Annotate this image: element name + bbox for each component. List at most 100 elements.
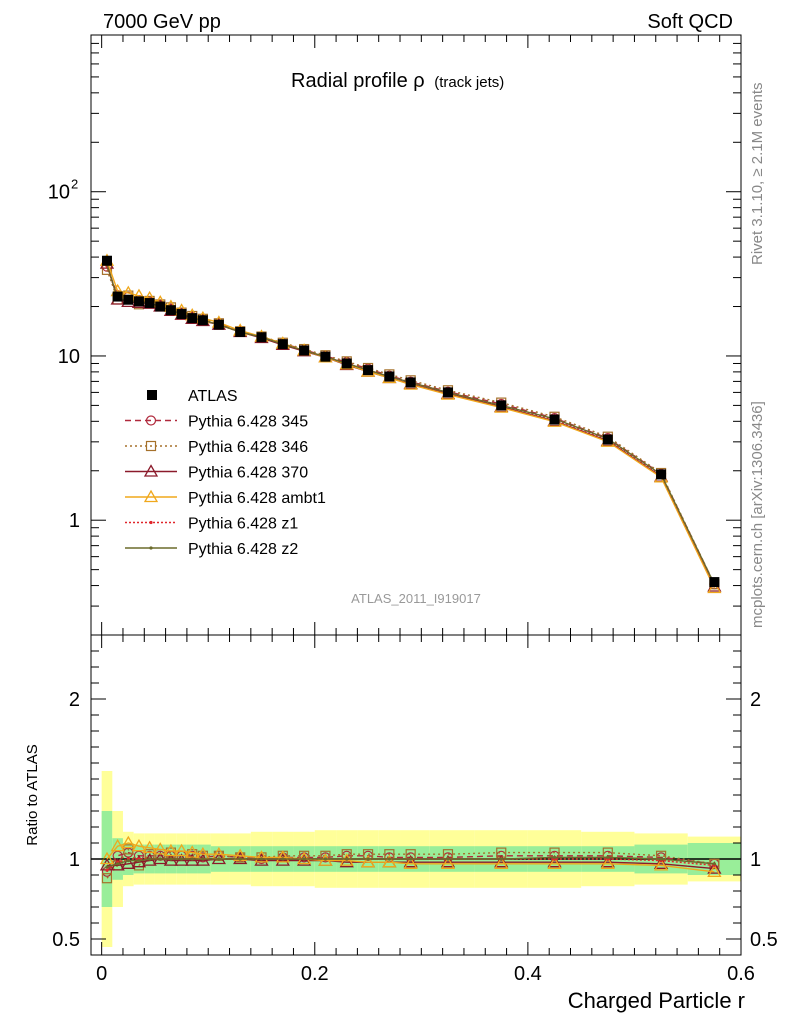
ratio-series-point	[440, 856, 456, 869]
ratio-series-point	[387, 857, 391, 861]
ratio-axes-layer: 0 0.2 0.4 0.6 0.5 0.5 1 1 2 2	[52, 634, 778, 985]
ratio-y-tick-label: 1	[69, 849, 80, 871]
ratio-series-point	[142, 840, 157, 853]
x-axis-label: Charged Particle r	[568, 988, 745, 1013]
ratio-series-point	[440, 854, 456, 868]
legend-marker	[149, 520, 153, 525]
atlas-data-point	[384, 371, 395, 382]
ratio-series-point	[446, 857, 450, 861]
ratio-series-point	[148, 857, 152, 861]
ratio-series-line	[106, 851, 715, 873]
atlas-data-point	[405, 377, 416, 388]
ratio-series-point	[121, 856, 136, 869]
atlas-data-point	[256, 332, 267, 343]
main-series-layer	[99, 253, 722, 594]
atlas-data-point	[213, 319, 224, 330]
atlas-data-point	[187, 313, 198, 324]
ratio-series-point	[707, 861, 722, 874]
legend-marker	[149, 546, 153, 550]
ratio-series-line	[106, 842, 715, 873]
atlas-data-point	[176, 309, 187, 320]
watermark: ATLAS_2011_I919017	[351, 591, 481, 606]
ratio-series-point	[179, 857, 184, 861]
ratio-series-point	[201, 857, 205, 861]
ratio-series-point	[105, 868, 109, 872]
atlas-data-point	[320, 351, 331, 362]
ratio-series-point	[101, 873, 113, 884]
ratio-series-point	[116, 862, 120, 866]
atlas-data-point	[549, 414, 560, 425]
ratio-series-point	[110, 838, 125, 852]
ratio-series-point	[707, 864, 722, 877]
ratio-series-point	[233, 851, 248, 865]
ratio-series-point	[547, 856, 562, 869]
y-tick-label: 1	[69, 510, 80, 532]
atlas-data-point	[602, 434, 613, 445]
ratio-series-point	[552, 855, 557, 860]
ratio-ylabel: Ratio to ATLAS	[24, 744, 41, 845]
ratio-series-point	[403, 854, 418, 868]
ratio-series-point	[238, 857, 242, 861]
ratio-series-point	[494, 856, 509, 869]
ratio-series-point	[163, 843, 179, 857]
ratio-series-point	[403, 856, 418, 869]
ratio-y-tick-label-right: 2	[750, 689, 761, 711]
ratio-series-point	[259, 857, 264, 861]
ratio-series-point	[659, 857, 663, 861]
ratio-series-point	[217, 857, 221, 861]
ratio-series-point	[190, 857, 194, 861]
ratio-series-line	[107, 858, 715, 870]
atlas-data-point	[197, 315, 208, 326]
ratio-series-point	[302, 857, 306, 861]
legend-label: Pythia 6.428 370	[188, 465, 308, 482]
ratio-series-point	[123, 844, 134, 855]
ratio-series-point	[281, 857, 285, 861]
legend-label: Pythia 6.428 z2	[188, 541, 298, 558]
ratio-series-point	[318, 853, 333, 866]
legend: ATLAS Pythia 6.428 345 Pythia 6.428 346 Pyt…	[125, 388, 326, 558]
ratio-series-point	[382, 854, 397, 868]
header-energy: 7000 GeV pp	[103, 11, 221, 33]
ratio-series-point	[653, 858, 669, 871]
ratio-series-point	[499, 857, 503, 861]
ratio-series-point	[409, 857, 413, 861]
ratio-series-point	[121, 835, 136, 849]
legend-label: ATLAS	[188, 388, 238, 405]
atlas-data-point	[165, 305, 176, 316]
ratio-series-point	[254, 850, 269, 863]
atlas-data-point	[277, 339, 288, 350]
chart-title-main: Radial profile ρ	[291, 70, 425, 92]
ratio-series-point	[360, 854, 376, 868]
ratio-series-point	[105, 865, 109, 869]
ratio-series-layer	[99, 835, 722, 884]
ratio-series-point	[99, 851, 115, 865]
ratio-series-point	[366, 857, 370, 861]
ratio-series-point	[185, 845, 200, 858]
ratio-series-point	[254, 853, 269, 866]
legend-marker	[145, 440, 157, 452]
y-tick-label-exponent: 2	[71, 177, 78, 192]
ratio-y-tick-label: 2	[69, 689, 80, 711]
ratio-series-point	[323, 857, 328, 861]
ratio-series-point	[153, 851, 168, 865]
ratio-panel: 0 0.2 0.4 0.6 0.5 0.5 1 1 2 2 Ratio to ATLAS	[24, 634, 778, 985]
ratio-series-point	[185, 853, 200, 866]
ratio-series-point	[345, 857, 349, 861]
ratio-series-point	[174, 853, 189, 866]
ratio-series-point	[275, 853, 290, 866]
legend-marker	[145, 415, 157, 426]
legend-label: Pythia 6.428 345	[188, 414, 308, 431]
ratio-series-point	[153, 842, 168, 855]
atlas-data-point	[496, 400, 507, 411]
x-tick-label: 0	[96, 963, 107, 985]
ratio-series-point	[158, 857, 162, 861]
ratio-series-point	[126, 859, 130, 863]
side-rivet-info: Rivet 3.1.10, ≥ 2.1M events	[749, 83, 766, 266]
ratio-frame	[90, 634, 742, 956]
ratio-series-point	[600, 856, 615, 869]
ratio-series-point	[339, 853, 354, 866]
atlas-data-point	[123, 294, 134, 305]
ratio-y-tick-label: 0.5	[52, 929, 80, 951]
